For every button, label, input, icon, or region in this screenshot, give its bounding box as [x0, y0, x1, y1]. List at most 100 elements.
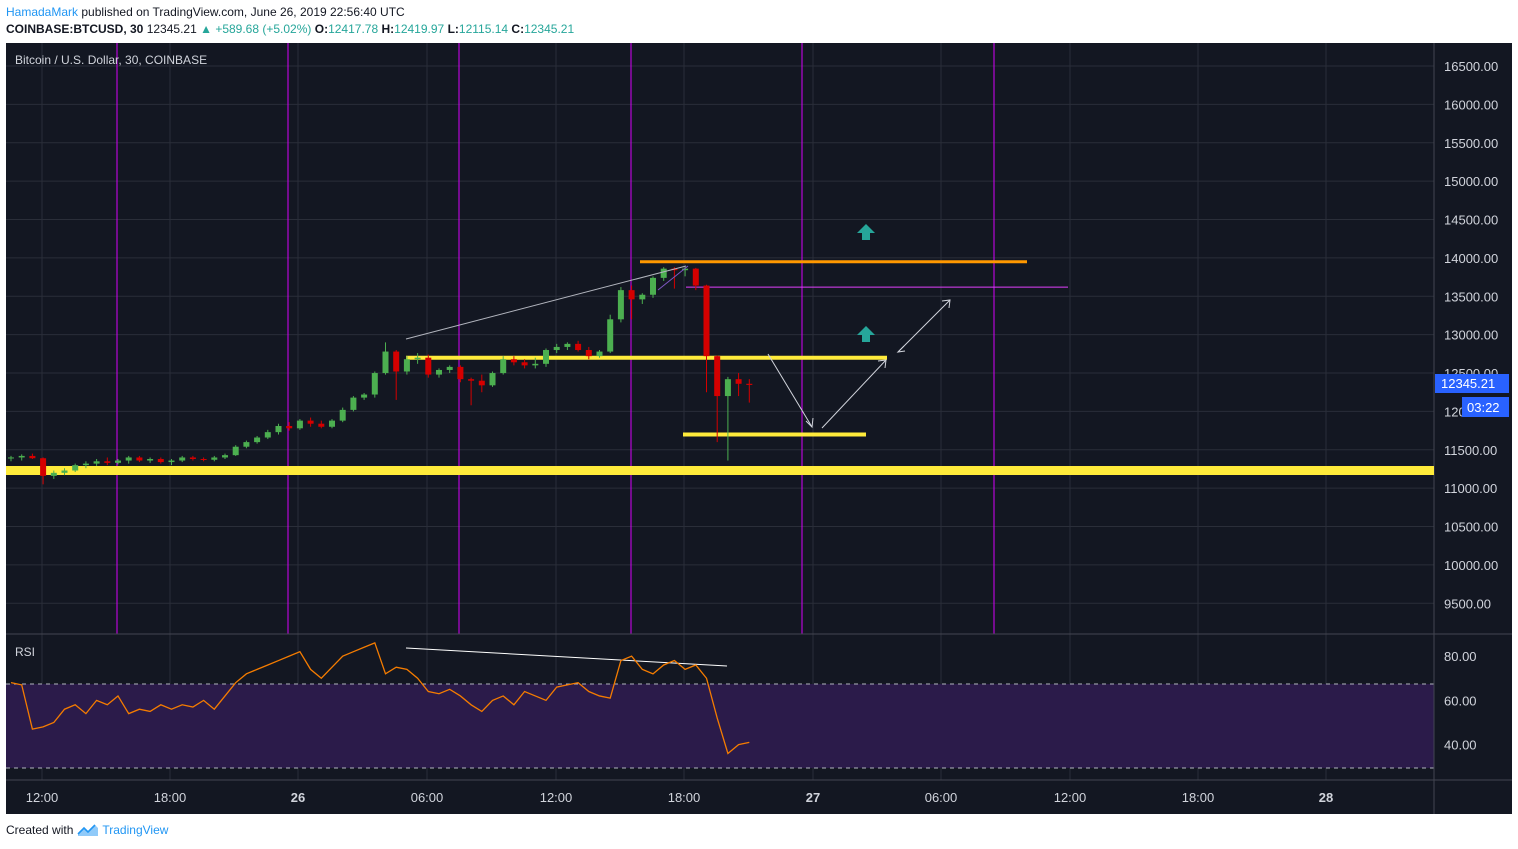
rsi-title: RSI [15, 645, 35, 659]
candle-body [104, 461, 111, 463]
price-tick-label: 10500.00 [1444, 520, 1498, 535]
session-lines [116, 43, 995, 634]
author-link[interactable]: HamadaMark [6, 5, 79, 19]
tradingview-brand: TradingView [102, 823, 169, 837]
arrow-up-1[interactable] [821, 359, 887, 429]
time-tick-label: 12:00 [1054, 790, 1087, 805]
price-tick-label: 11500.00 [1444, 443, 1497, 458]
time-tick-label: 12:00 [540, 790, 573, 805]
support-resistance-levels[interactable] [6, 260, 1434, 476]
last-value: 12345.21 [146, 22, 197, 36]
price-tick-label: 16000.00 [1444, 97, 1498, 112]
price-tick-label: 11000.00 [1444, 481, 1497, 496]
rsi-series [10, 641, 750, 755]
candle-body [254, 437, 261, 443]
rsi-axis: 80.00 60.00 40.00 [1444, 649, 1477, 752]
up-arrow-icon [857, 326, 875, 342]
projection-arrows[interactable] [767, 299, 951, 429]
candle-body [575, 343, 582, 351]
time-tick-label: 12:00 [26, 790, 59, 805]
candle-body [339, 409, 346, 421]
arrow-down-head [805, 417, 814, 429]
rsi-line [10, 641, 750, 755]
candle-body [136, 457, 143, 461]
time-tick-label: 28 [1319, 790, 1333, 805]
candle-body [125, 457, 132, 461]
candles [8, 267, 753, 485]
candle-body [361, 394, 368, 398]
publish-line: HamadaMark published on TradingView.com,… [6, 5, 405, 19]
candle-body [446, 366, 453, 370]
candle-body [157, 459, 164, 463]
candle-body [628, 290, 635, 300]
symbol-line: COINBASE:BTCUSD, 30 12345.21 ▲ +589.68 (… [6, 22, 574, 36]
trend-line-price[interactable] [405, 265, 687, 340]
candle-body [724, 379, 731, 397]
last-price-box [1435, 374, 1509, 393]
low-value: 12115.14 [458, 22, 509, 36]
candle-body [18, 455, 25, 458]
grid-lines [6, 43, 1434, 780]
candle-body [660, 268, 667, 278]
candle-body [553, 346, 560, 351]
purple-short-line[interactable] [657, 265, 689, 291]
candle-body [222, 455, 228, 458]
candle-body [510, 359, 517, 363]
arrow-up-2[interactable] [897, 299, 951, 353]
arrow-up-2-tail [896, 345, 906, 353]
candle-body [382, 351, 389, 374]
time-tick-label: 27 [806, 790, 820, 805]
time-tick-label: 06:00 [411, 790, 444, 805]
arrow-down[interactable] [767, 353, 813, 428]
chart-title: Bitcoin / U.S. Dollar, 30, COINBASE [15, 53, 207, 67]
price-tick-label: 15000.00 [1444, 174, 1498, 189]
candle-body [650, 277, 656, 295]
up-arrow-icons [857, 224, 875, 342]
candle-body [478, 380, 485, 386]
candle-body [425, 357, 432, 375]
candle-body [115, 460, 121, 463]
symbol-label: COINBASE:BTCUSD, 30 [6, 22, 144, 36]
candle-body [307, 420, 314, 424]
candle-body [264, 432, 271, 438]
candle-body [500, 359, 507, 374]
tradingview-logo-icon [77, 824, 99, 836]
candle-body [639, 294, 646, 300]
price-tick-label: 13000.00 [1444, 328, 1498, 343]
open-value: 12417.78 [328, 22, 379, 36]
price-axis[interactable]: 16500.00 16000.00 15500.00 15000.00 14500.00… [1444, 59, 1498, 611]
time-tick-label: 18:00 [668, 790, 701, 805]
high-label: H: [381, 22, 395, 36]
time-axis[interactable]: 12:00 18:00 26 06:00 12:00 18:00 27 06:00 12:00 1… [26, 790, 1334, 805]
candle-body [329, 420, 335, 427]
trend-line-rsi[interactable] [405, 647, 728, 667]
countdown-box [1462, 397, 1509, 417]
candle-body [82, 463, 89, 466]
change-value: ▲ +589.68 (+5.02%) [200, 22, 312, 36]
candle-body [286, 425, 293, 429]
candle-body [457, 366, 464, 380]
candle-body [564, 343, 571, 347]
candle-body [468, 379, 475, 381]
low-label: L: [447, 22, 459, 36]
close-label: C: [511, 22, 525, 36]
candle-body [93, 461, 100, 464]
time-tick-label: 18:00 [1182, 790, 1215, 805]
candle-body [61, 470, 68, 473]
candle-body [692, 268, 699, 286]
candle-body [189, 457, 196, 460]
published-text: published on TradingView.com, June 26, 2… [81, 5, 405, 19]
time-tick-label: 26 [291, 790, 305, 805]
candle-body [489, 373, 496, 386]
candle-body [617, 290, 624, 320]
time-tick-label: 18:00 [154, 790, 187, 805]
price-tick-label: 9500.00 [1444, 596, 1491, 611]
candle-body [393, 351, 400, 372]
candle-body [232, 446, 239, 456]
last-price-marker: 12345.21 03:22 [1435, 374, 1509, 417]
tradingview-link[interactable]: TradingView [77, 823, 168, 837]
price-tick-label: 10000.00 [1444, 558, 1498, 573]
high-value: 12419.97 [394, 22, 445, 36]
price-tick-label: 13500.00 [1444, 289, 1498, 304]
